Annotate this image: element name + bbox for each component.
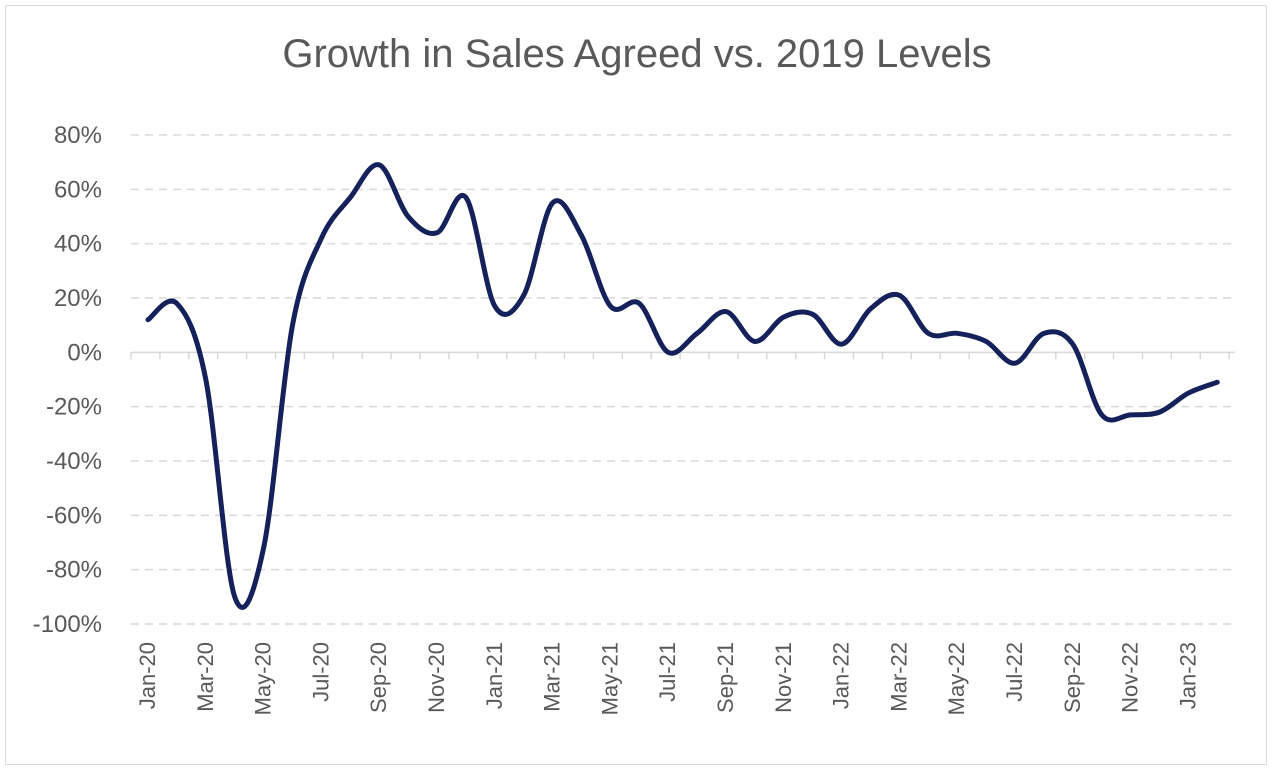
x-tick-label: Mar-21	[540, 642, 565, 712]
x-tick-label: May-22	[944, 642, 969, 715]
x-tick-label: Nov-20	[424, 642, 449, 713]
x-tick-label: Jan-23	[1175, 642, 1200, 709]
chart-frame	[5, 5, 1267, 765]
x-tick-label: Jul-20	[308, 642, 333, 702]
x-tick-label: Jul-21	[655, 642, 680, 702]
chart-title: Growth in Sales Agreed vs. 2019 Levels	[282, 32, 992, 76]
y-tick-label: 20%	[54, 285, 102, 312]
x-tick-label: Jan-22	[829, 642, 854, 709]
x-tick-label: Mar-22	[886, 642, 911, 712]
x-tick-label: May-20	[251, 642, 276, 715]
x-tick-label: Nov-22	[1118, 642, 1143, 713]
x-tick-label: Sep-22	[1060, 642, 1085, 713]
y-tick-label: 60%	[54, 176, 102, 203]
sales-growth-line	[145, 162, 1220, 610]
x-tick-label: Sep-20	[366, 642, 391, 713]
y-tick-label: -40%	[46, 448, 102, 475]
y-tick-label: 0%	[67, 339, 102, 366]
y-tick-label: -100%	[33, 611, 102, 638]
x-tick-label: Jul-22	[1002, 642, 1027, 702]
x-tick-label: May-21	[597, 642, 622, 715]
y-tick-label: -20%	[46, 394, 102, 421]
y-tick-label: 80%	[54, 122, 102, 149]
y-tick-label: -60%	[46, 502, 102, 529]
x-tick-label: Sep-21	[713, 642, 738, 713]
x-tick-label: Nov-21	[771, 642, 796, 713]
y-tick-label: -80%	[46, 557, 102, 584]
x-tick-label: Jan-20	[135, 642, 160, 709]
x-tick-label: Jan-21	[482, 642, 507, 709]
y-tick-label: 40%	[54, 231, 102, 258]
x-tick-label: Mar-20	[193, 642, 218, 712]
